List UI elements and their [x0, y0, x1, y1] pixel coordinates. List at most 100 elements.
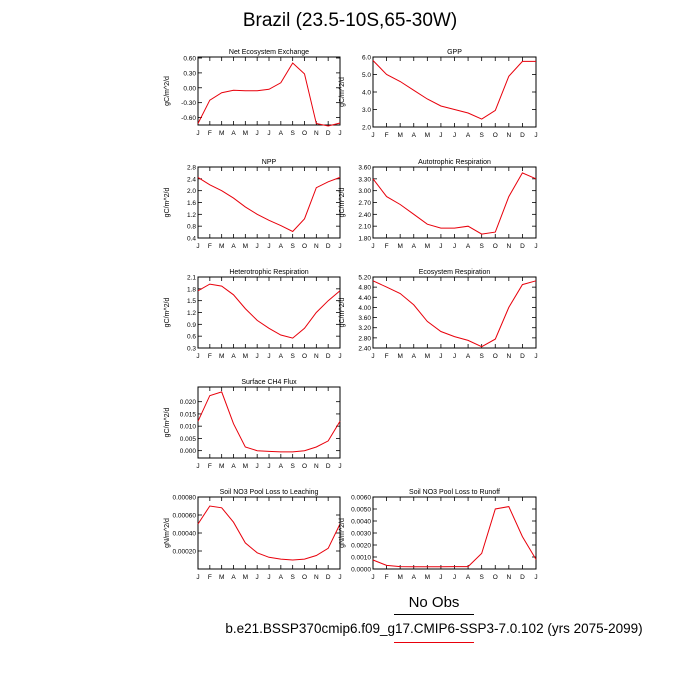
x-tick-label: A: [279, 463, 284, 470]
series-line: [372, 280, 537, 348]
series-line: [372, 506, 537, 568]
y-tick-label: 1.2: [187, 310, 196, 317]
x-tick-label: F: [208, 353, 212, 360]
x-tick-label: J: [267, 353, 270, 360]
y-tick-label: 0.0030: [351, 531, 371, 538]
y-tick-label: 0.3: [187, 346, 196, 353]
series-line: [197, 62, 341, 127]
y-tick-label: 0.00020: [173, 549, 197, 556]
panel-title: Heterotrophic Respiration: [229, 269, 308, 276]
y-tick-label: 0.6: [187, 334, 196, 341]
y-tick-label: 3.00: [358, 188, 371, 195]
legend-case-line: [394, 642, 474, 643]
panel-title: GPP: [447, 49, 462, 56]
x-tick-label: J: [256, 353, 259, 360]
series-line: [372, 60, 536, 120]
y-tick-label: 4.0: [362, 90, 371, 97]
x-tick-label: M: [219, 353, 224, 360]
y-tick-label: 4.80: [358, 285, 371, 292]
x-tick-label: M: [425, 243, 430, 250]
x-tick-label: A: [231, 130, 236, 137]
y-axis-label: gC/m^2/d: [164, 188, 171, 218]
x-tick-label: N: [314, 574, 319, 581]
y-tick-label: 0.005: [180, 436, 197, 443]
y-tick-label: 2.70: [358, 200, 371, 207]
x-tick-label: N: [506, 243, 511, 250]
x-tick-label: M: [243, 243, 248, 250]
y-tick-label: 4.00: [358, 305, 371, 312]
x-tick-label: N: [314, 463, 319, 470]
x-tick-label: J: [196, 130, 199, 137]
x-tick-label: M: [243, 574, 248, 581]
x-tick-label: J: [267, 243, 270, 250]
x-tick-label: O: [493, 574, 498, 581]
x-tick-label: J: [439, 132, 442, 139]
x-tick-label: A: [279, 353, 284, 360]
series-line: [197, 283, 341, 339]
x-tick-label: N: [506, 353, 511, 360]
page-title: Brazil (23.5-10S,65-30W): [242, 10, 458, 31]
x-tick-label: A: [466, 574, 471, 581]
plot-frame: [197, 166, 341, 239]
y-tick-label: 0.020: [180, 399, 197, 406]
x-tick-label: J: [338, 130, 341, 137]
x-tick-label: M: [397, 574, 402, 581]
plot-frame: [197, 386, 341, 459]
y-axis-label: gN/m^2/d: [339, 518, 346, 548]
plot-frame: [197, 56, 341, 126]
y-tick-label: 0.8: [187, 224, 196, 231]
x-tick-label: A: [412, 132, 417, 139]
y-tick-label: 0.010: [180, 424, 197, 431]
x-tick-label: S: [290, 353, 295, 360]
panel-title: Soil NO3 Pool Loss to Leaching: [220, 489, 319, 496]
panel-title: Soil NO3 Pool Loss to Runoff: [409, 489, 500, 496]
x-tick-label: M: [219, 130, 224, 137]
x-tick-label: M: [397, 132, 402, 139]
x-tick-label: D: [326, 574, 331, 581]
x-tick-label: F: [385, 243, 389, 250]
y-tick-label: 2.4: [187, 176, 196, 183]
x-tick-label: F: [385, 132, 389, 139]
x-tick-label: O: [302, 243, 307, 250]
x-tick-label: J: [439, 243, 442, 250]
plot-frame: [197, 276, 341, 349]
y-tick-label: 2.10: [358, 224, 371, 231]
y-tick-label: 2.0: [362, 125, 371, 132]
plot-frame: [372, 276, 537, 349]
x-tick-label: A: [412, 353, 417, 360]
x-tick-label: J: [338, 574, 341, 581]
y-tick-label: 0.00080: [173, 495, 197, 502]
x-tick-label: M: [219, 243, 224, 250]
x-tick-label: D: [520, 132, 525, 139]
y-tick-label: 0.60: [183, 55, 196, 62]
x-tick-label: A: [231, 243, 236, 250]
x-tick-label: F: [385, 574, 389, 581]
x-tick-label: J: [267, 463, 270, 470]
y-axis-label: gC/m^2/d: [339, 298, 346, 328]
x-tick-label: O: [302, 130, 307, 137]
x-tick-label: J: [196, 353, 199, 360]
x-tick-label: A: [279, 243, 284, 250]
x-tick-label: J: [439, 353, 442, 360]
x-tick-label: A: [231, 574, 236, 581]
x-tick-label: M: [397, 353, 402, 360]
x-tick-label: N: [314, 243, 319, 250]
x-tick-label: M: [425, 353, 430, 360]
y-tick-label: 0.000: [180, 448, 197, 455]
legend-obs-label: No Obs: [408, 594, 460, 611]
x-tick-label: A: [412, 574, 417, 581]
x-tick-label: D: [520, 243, 525, 250]
x-tick-label: A: [466, 243, 471, 250]
x-tick-label: M: [243, 353, 248, 360]
x-tick-label: A: [466, 132, 471, 139]
x-tick-label: D: [520, 574, 525, 581]
y-axis-label: gC/m^2/d: [339, 77, 346, 107]
y-tick-label: 1.2: [187, 212, 196, 219]
y-tick-label: -0.30: [181, 100, 196, 107]
y-tick-label: 6.0: [362, 55, 371, 62]
y-tick-label: 0.9: [187, 322, 196, 329]
x-tick-label: J: [256, 130, 259, 137]
x-tick-label: S: [479, 132, 484, 139]
y-axis-label: gC/m^2/d: [164, 298, 171, 328]
